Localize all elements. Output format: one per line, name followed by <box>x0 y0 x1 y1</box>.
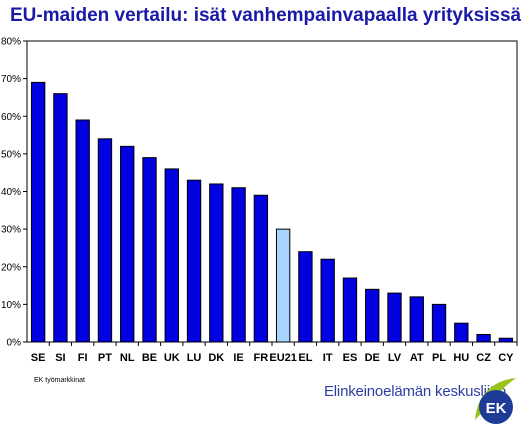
bar-eu21 <box>275 228 291 343</box>
y-tick-label: 0% <box>7 338 22 349</box>
brand-name: Elinkeinoelämän keskusliitto <box>324 383 506 400</box>
bar-se <box>30 81 46 343</box>
x-tick-label: FR <box>254 352 269 364</box>
y-tick-label: 40% <box>1 187 21 198</box>
bar-ie <box>231 187 246 343</box>
source-note: EK työmarkkinat <box>34 377 85 384</box>
bar-it <box>320 258 335 343</box>
x-tick-label: UK <box>164 352 180 364</box>
bar-fr <box>253 194 269 343</box>
x-tick-label: BE <box>142 352 157 364</box>
x-tick-label: IE <box>233 352 243 364</box>
x-tick-label: ES <box>343 352 358 364</box>
svg-text:EK: EK <box>486 400 507 417</box>
bar-dk <box>209 183 224 343</box>
bar-nl <box>120 145 135 343</box>
x-tick-label: DK <box>208 352 224 364</box>
bar-lv <box>387 292 402 343</box>
bar-pt <box>97 138 113 343</box>
bar-hu <box>454 322 469 343</box>
bar-at <box>409 296 424 343</box>
y-tick-label: 60% <box>1 112 21 123</box>
x-tick-label: PT <box>98 352 112 364</box>
x-tick-label: PL <box>432 352 446 364</box>
x-tick-label: EL <box>298 352 312 364</box>
bar-pl <box>431 303 447 343</box>
chart-title: EU-maiden vertailu: isät vanhempainvapaa… <box>10 5 522 26</box>
x-tick-label: HU <box>453 352 469 364</box>
x-tick-label: LU <box>187 352 202 364</box>
y-tick-label: 20% <box>1 262 21 273</box>
x-tick-label: AT <box>410 352 424 364</box>
bar-cz <box>476 333 491 343</box>
bar-cy <box>498 337 514 343</box>
y-tick-label: 10% <box>1 300 21 311</box>
bar-fi <box>75 119 90 343</box>
x-tick-label: CZ <box>476 352 491 364</box>
bar-es <box>342 277 358 343</box>
y-tick-label: 30% <box>1 225 21 236</box>
x-tick-label: CY <box>498 352 514 364</box>
bar-si <box>53 93 68 343</box>
x-tick-label: DE <box>365 352 380 364</box>
x-tick-label: SE <box>31 352 46 364</box>
x-tick-label: IT <box>323 352 333 364</box>
x-tick-label: NL <box>120 352 135 364</box>
x-tick-label: FI <box>78 352 88 364</box>
bar-uk <box>164 168 179 343</box>
y-tick-label: 50% <box>1 149 21 160</box>
bar-be <box>142 157 157 343</box>
x-tick-label: EU21 <box>269 352 297 364</box>
bar-de <box>365 288 380 343</box>
x-tick-label: LV <box>388 352 402 364</box>
ek-logo-icon: EK <box>475 378 516 424</box>
y-tick-label: 70% <box>1 74 21 85</box>
bar-lu <box>186 179 202 343</box>
bar-el <box>298 251 313 343</box>
x-tick-label: SI <box>55 352 65 364</box>
y-tick-label: 80% <box>1 37 21 48</box>
